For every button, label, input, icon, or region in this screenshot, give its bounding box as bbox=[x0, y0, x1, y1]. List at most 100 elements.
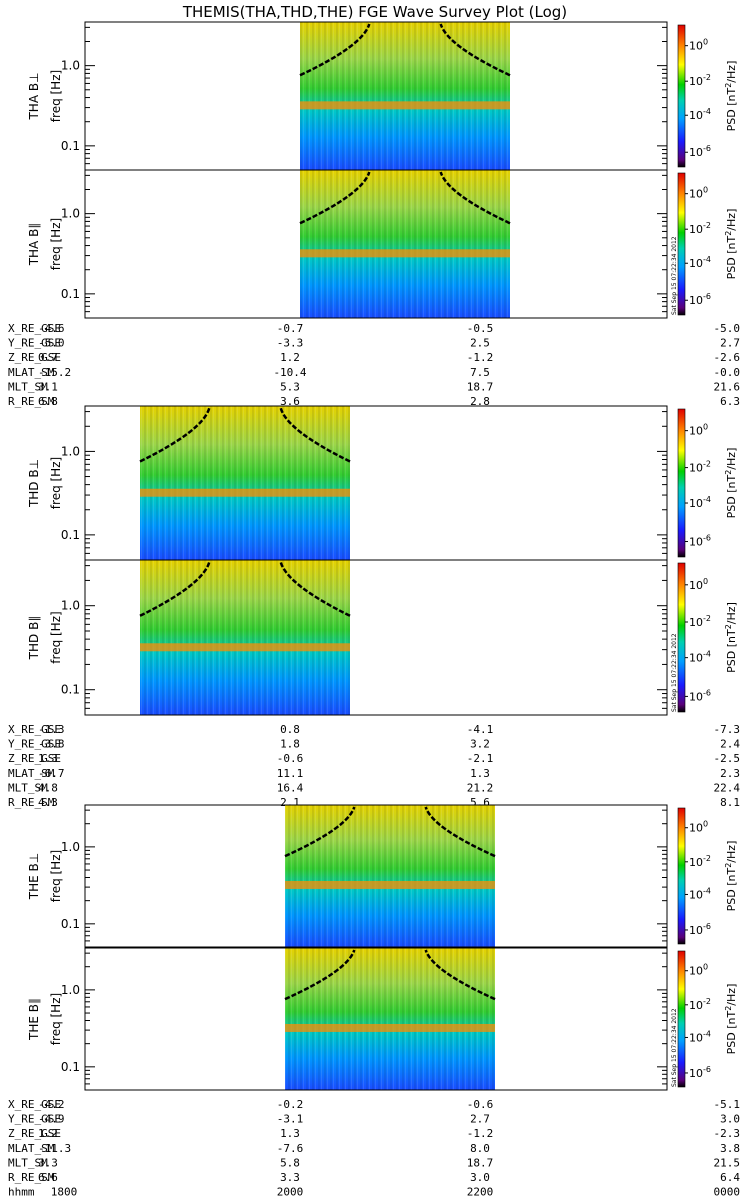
ephemeris-value: 6.4 bbox=[720, 1171, 740, 1184]
ephemeris-value: 7.5 bbox=[470, 366, 490, 379]
ephemeris-value: 1.3 bbox=[38, 752, 58, 765]
ephemeris-value: -15.2 bbox=[38, 366, 71, 379]
y-tick-label: 0.1 bbox=[61, 287, 80, 301]
ephemeris-value: -4.6 bbox=[38, 322, 65, 335]
ephemeris-value: -3.3 bbox=[277, 337, 304, 350]
ephemeris-value: -1.3 bbox=[38, 723, 65, 736]
y-axis-label: freq [Hz] bbox=[49, 218, 63, 270]
colorbar-label: PSD [nT2/Hz] bbox=[724, 61, 738, 132]
harmonic-curve bbox=[299, 23, 371, 77]
ephemeris-value: 1.2 bbox=[280, 351, 300, 364]
y-tick-label: 1.0 bbox=[61, 840, 80, 854]
panel-frame bbox=[84, 947, 668, 1091]
colorbar-tick-label: 10-2 bbox=[689, 997, 711, 1012]
ephemeris-name: MLAT_SM bbox=[8, 767, 55, 780]
ephemeris-name: Z_RE_GSE bbox=[8, 351, 61, 364]
harmonic-curve bbox=[284, 806, 356, 858]
ephemeris-value: -3.8 bbox=[38, 738, 65, 751]
colorbar-label: PSD [nT2/Hz] bbox=[724, 841, 738, 912]
spectrogram-texture bbox=[285, 805, 495, 947]
x-tick-label: 2000 bbox=[277, 1186, 304, 1199]
ephemeris-value: 3.6 bbox=[280, 395, 300, 408]
harmonic-curve bbox=[139, 407, 211, 463]
emission-band bbox=[140, 643, 350, 652]
spectrogram-texture bbox=[140, 406, 350, 560]
spectrogram-panel: 100 10-2 10-4 10-6 PSD [nT2/Hz] bbox=[84, 21, 738, 171]
colorbar bbox=[677, 24, 686, 168]
colorbar-tick-label: 100 bbox=[689, 963, 708, 978]
spectrogram-texture bbox=[285, 948, 495, 1090]
ephemeris-value: 2.3 bbox=[720, 767, 740, 780]
colorbar bbox=[677, 172, 686, 316]
colorbar-tick-label: 100 bbox=[689, 38, 708, 53]
ephemeris-value: 3.0 bbox=[720, 1113, 740, 1126]
ephemeris-value: -0.5 bbox=[467, 322, 494, 335]
ephemeris-value: 21.2 bbox=[467, 781, 494, 794]
colorbar-tick-label: 10-6 bbox=[689, 688, 711, 703]
harmonic-curve bbox=[424, 806, 496, 858]
ephemeris-value: -4.1 bbox=[467, 723, 494, 736]
y-tick-label: 1.0 bbox=[61, 59, 80, 73]
ephemeris-value: 5.3 bbox=[280, 380, 300, 393]
panel-label: THE B∥ bbox=[27, 998, 41, 1041]
ephemeris-value: -10.4 bbox=[273, 366, 306, 379]
ephemeris-value: 3.3 bbox=[280, 1171, 300, 1184]
colorbar-label: PSD [nT2/Hz] bbox=[724, 602, 738, 673]
ephemeris-value: 4.8 bbox=[38, 781, 58, 794]
ephemeris-value: -2.6 bbox=[714, 351, 741, 364]
ephemeris-name: Y_RE_GSE bbox=[8, 1113, 61, 1126]
ephemeris-value: 1.3 bbox=[470, 767, 490, 780]
ephemeris-value: -6.7 bbox=[38, 767, 65, 780]
ephemeris-value: 3.0 bbox=[470, 1171, 490, 1184]
ephemeris-name: R_RE_SM bbox=[8, 395, 55, 408]
y-tick-label: 1.0 bbox=[61, 983, 80, 997]
colorbar-tick-label: 10-2 bbox=[689, 854, 711, 869]
y-axis-label: freq [Hz] bbox=[49, 457, 63, 509]
y-axis-label: freq [Hz] bbox=[49, 993, 63, 1045]
ephemeris-value: 6.6 bbox=[38, 1171, 58, 1184]
ephemeris-name: MLT_SM bbox=[8, 781, 48, 794]
ephemeris-value: 21.5 bbox=[714, 1156, 741, 1169]
ephemeris-value: 2.4 bbox=[720, 738, 740, 751]
ephemeris-name: R_RE_SM bbox=[8, 796, 55, 809]
ephemeris-name: Z_RE_GSE bbox=[8, 1127, 61, 1140]
ephemeris-value: 2.8 bbox=[470, 395, 490, 408]
ephemeris-value: -5.0 bbox=[714, 322, 741, 335]
ephemeris-value: 3.2 bbox=[470, 738, 490, 751]
colorbar-tick-label: 10-4 bbox=[689, 650, 711, 665]
colorbar-tick-label: 10-6 bbox=[689, 144, 711, 159]
ephemeris-name: Y_RE_GSE bbox=[8, 337, 61, 350]
y-tick-label: 1.0 bbox=[61, 599, 80, 613]
colorbar-tick-label: 10-2 bbox=[689, 460, 711, 475]
colorbar bbox=[677, 562, 686, 713]
y-tick-label: 0.1 bbox=[61, 1060, 80, 1074]
x-tick-label: 2200 bbox=[467, 1186, 494, 1199]
panel-frame bbox=[84, 804, 668, 948]
ephemeris-value: -11.3 bbox=[38, 1142, 71, 1155]
timestamp-stamp: Sat Sep 15 07:22:34 2012 bbox=[671, 1008, 678, 1087]
ephemeris-value: 3.3 bbox=[38, 1156, 58, 1169]
colorbar-tick-label: 10-4 bbox=[689, 886, 711, 901]
timestamp-stamp: Sat Sep 15 07:22:34 2012 bbox=[671, 236, 678, 315]
ephemeris-value: 3.1 bbox=[38, 380, 58, 393]
y-tick-label: 1.0 bbox=[61, 444, 80, 458]
ephemeris-value: 1.8 bbox=[280, 738, 300, 751]
panel-frame bbox=[84, 169, 668, 319]
colorbar-tick-label: 10-6 bbox=[689, 292, 711, 307]
x-axis-label: hhmm bbox=[8, 1186, 35, 1199]
ephemeris-value: -0.7 bbox=[277, 322, 304, 335]
spectrogram-texture bbox=[300, 170, 510, 318]
ephemeris-value: -3.1 bbox=[277, 1113, 304, 1126]
y-tick-label: 1.0 bbox=[61, 207, 80, 221]
ephemeris-value: 1.3 bbox=[280, 1127, 300, 1140]
emission-band bbox=[285, 880, 495, 889]
ephemeris-value: -2.5 bbox=[714, 752, 741, 765]
ephemeris-value: -7.3 bbox=[714, 723, 741, 736]
spectrogram-texture bbox=[140, 560, 350, 715]
colorbar-tick-label: 10-4 bbox=[689, 107, 711, 122]
panel-label: THD B∥ bbox=[27, 616, 41, 661]
ephemeris-value: -0.2 bbox=[277, 1098, 304, 1111]
ephemeris-value: 18.7 bbox=[467, 380, 494, 393]
ephemeris-value: -0.0 bbox=[714, 366, 741, 379]
